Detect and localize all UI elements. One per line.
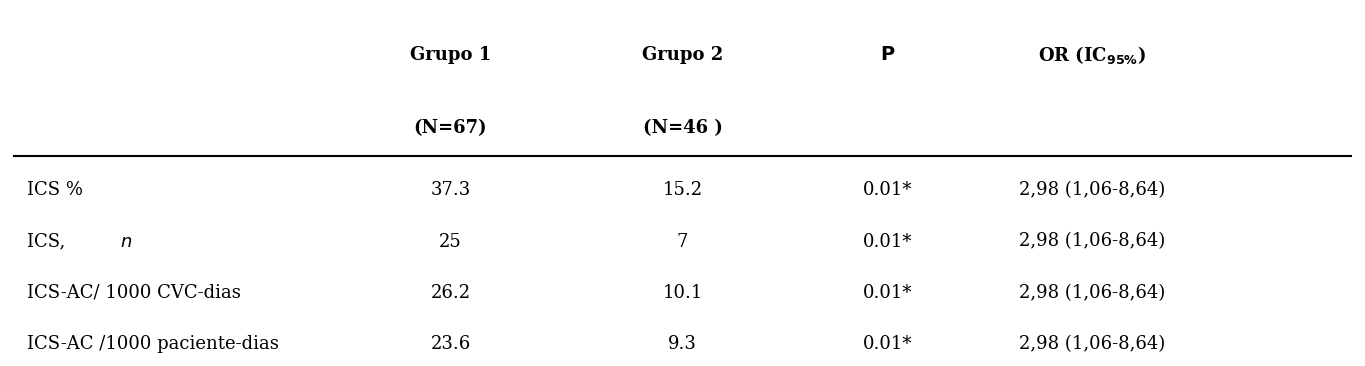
Text: 0.01*: 0.01* [863, 284, 912, 302]
Text: $\mathbf{P}$: $\mathbf{P}$ [879, 46, 895, 64]
Text: 2,98 (1,06-8,64): 2,98 (1,06-8,64) [1018, 181, 1166, 199]
Text: (N=46 ): (N=46 ) [643, 119, 722, 137]
Text: 37.3: 37.3 [430, 181, 471, 199]
Text: 2,98 (1,06-8,64): 2,98 (1,06-8,64) [1018, 232, 1166, 251]
Text: 0.01*: 0.01* [863, 335, 912, 353]
Text: 0.01*: 0.01* [863, 232, 912, 251]
Text: ICS-AC /1000 paciente-dias: ICS-AC /1000 paciente-dias [27, 335, 280, 353]
Text: 10.1: 10.1 [662, 284, 703, 302]
Text: 9.3: 9.3 [667, 335, 698, 353]
Text: ICS,: ICS, [27, 232, 71, 251]
Text: 2,98 (1,06-8,64): 2,98 (1,06-8,64) [1018, 284, 1166, 302]
Text: 0.01*: 0.01* [863, 181, 912, 199]
Text: OR (IC$_{\mathbf{95\%}}$): OR (IC$_{\mathbf{95\%}}$) [1039, 44, 1145, 66]
Text: 15.2: 15.2 [662, 181, 703, 199]
Text: 7: 7 [677, 232, 688, 251]
Text: Grupo 2: Grupo 2 [642, 46, 723, 64]
Text: 26.2: 26.2 [430, 284, 471, 302]
Text: 23.6: 23.6 [430, 335, 471, 353]
Text: 25: 25 [440, 232, 461, 251]
Text: (N=67): (N=67) [414, 119, 487, 137]
Text: ICS-AC/ 1000 CVC-dias: ICS-AC/ 1000 CVC-dias [27, 284, 242, 302]
Text: $n$: $n$ [120, 232, 132, 251]
Text: ICS %: ICS % [27, 181, 83, 199]
Text: 2,98 (1,06-8,64): 2,98 (1,06-8,64) [1018, 335, 1166, 353]
Text: Grupo 1: Grupo 1 [410, 46, 491, 64]
